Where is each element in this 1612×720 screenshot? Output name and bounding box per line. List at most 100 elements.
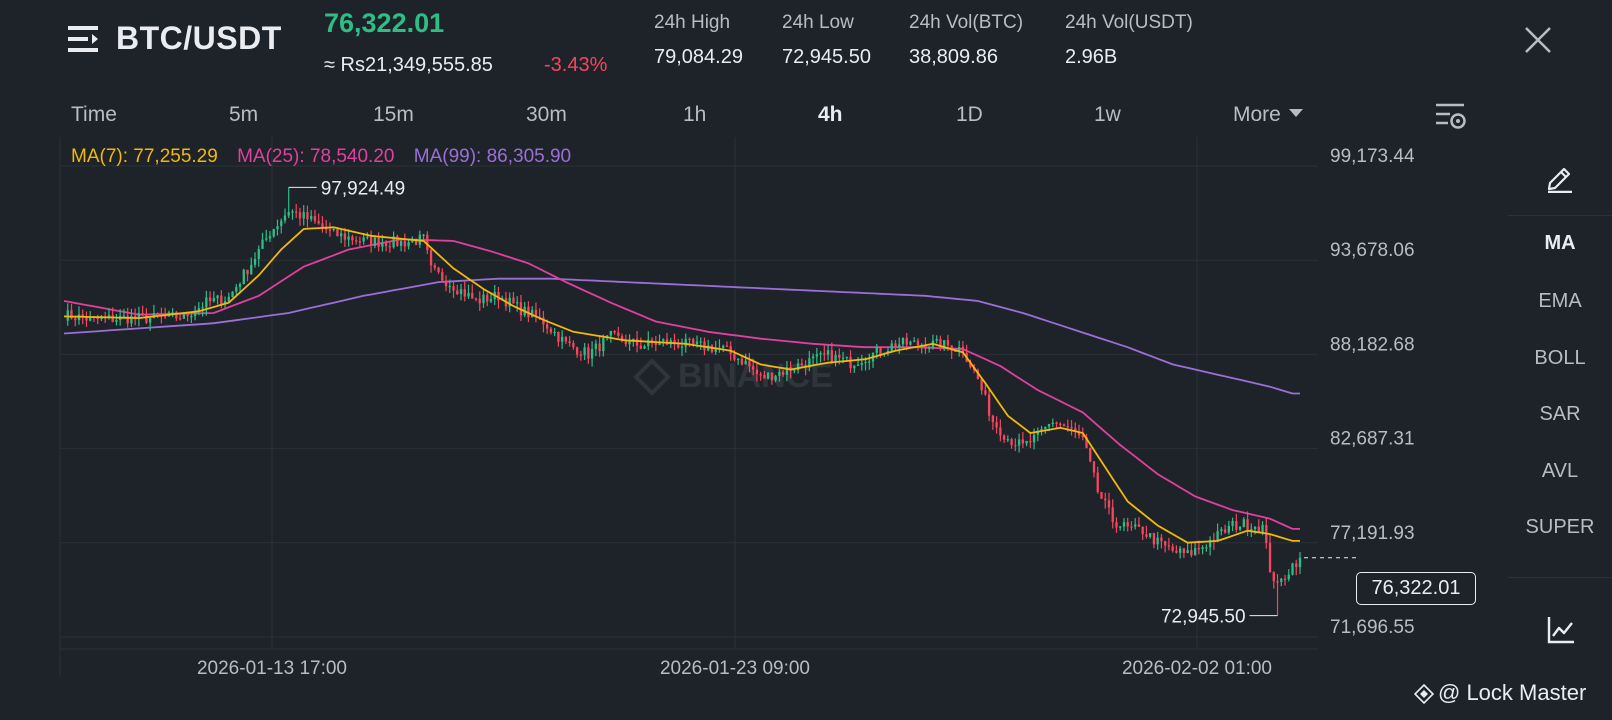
candle-body xyxy=(1074,428,1077,432)
candle-body xyxy=(1257,526,1260,533)
indicator-sar[interactable]: SAR xyxy=(1539,403,1581,425)
candle-body xyxy=(557,331,560,342)
candle-body xyxy=(358,241,362,243)
candle-body xyxy=(875,347,878,353)
indicator-chart-icon[interactable] xyxy=(1546,615,1576,645)
chart-canvas[interactable]: BINANCE 99,173.44 93,678.06 88,182.68 82,68… xyxy=(0,137,1500,700)
candle-body xyxy=(422,234,425,236)
tab-time[interactable]: Time xyxy=(71,103,117,126)
candle-body xyxy=(901,337,905,345)
candle-body xyxy=(340,233,343,237)
candle-body xyxy=(1167,545,1171,547)
candle-body xyxy=(70,310,73,319)
candle-body xyxy=(890,343,893,351)
candle-body xyxy=(122,315,126,317)
indicator-boll[interactable]: BOLL xyxy=(1534,347,1586,369)
candle-body xyxy=(448,285,451,288)
candle-body xyxy=(617,332,620,336)
chart-grid xyxy=(59,137,1318,677)
indicator-avl[interactable]: AVL xyxy=(1541,460,1579,482)
candle-body xyxy=(1223,529,1227,533)
indicator-super[interactable]: SUPER xyxy=(1525,516,1595,538)
last-price: 76,322.01 xyxy=(324,8,445,38)
candle-body xyxy=(403,241,406,247)
candle-body xyxy=(152,313,156,318)
stat-value: 72,945.50 xyxy=(782,46,871,68)
tab-1h[interactable]: 1h xyxy=(683,103,707,126)
candle-body xyxy=(909,341,912,345)
candle-body xyxy=(1291,563,1294,575)
close-icon[interactable] xyxy=(1522,24,1554,56)
candle-body xyxy=(366,236,369,238)
candle-body xyxy=(246,269,249,275)
stat-label: 24h Vol(BTC) xyxy=(909,12,1024,33)
time-tick-label: 2026-01-13 17:00 xyxy=(197,658,347,679)
candle-body xyxy=(778,371,781,376)
candle-body xyxy=(1040,428,1043,431)
candle-body xyxy=(171,312,174,314)
candle-body xyxy=(1096,472,1099,492)
candle-body xyxy=(796,363,800,371)
price-tick-label: 88,182.68 xyxy=(1330,334,1415,355)
candle-body xyxy=(486,294,489,302)
pencil-icon[interactable] xyxy=(1544,161,1576,193)
candle-body xyxy=(811,356,815,359)
candle-body xyxy=(280,220,283,227)
candle-body xyxy=(163,315,167,318)
candle-body xyxy=(534,309,538,317)
candle-body xyxy=(928,347,931,350)
stat-24h-vol-btc: 24h Vol(BTC) 38,809.86 xyxy=(909,12,1023,69)
candle-body xyxy=(1298,557,1302,568)
candle-body xyxy=(823,353,826,355)
candle-body xyxy=(441,272,444,281)
candle-body xyxy=(755,369,759,375)
candle-body xyxy=(1044,426,1047,429)
candle-body xyxy=(744,360,747,365)
indicator-ma[interactable]: MA xyxy=(1544,232,1576,254)
candle-body xyxy=(714,348,717,353)
menu-icon[interactable] xyxy=(68,22,102,56)
candle-body xyxy=(677,344,680,348)
tab-30m[interactable]: 30m xyxy=(526,103,567,126)
candle-body xyxy=(1025,440,1028,444)
chart-settings-icon[interactable] xyxy=(1434,100,1468,132)
candle-body xyxy=(1160,537,1163,542)
candle-body xyxy=(276,226,279,230)
candle-body xyxy=(190,315,193,318)
candle-body xyxy=(66,310,69,321)
candle-body xyxy=(1134,524,1137,527)
candle-body xyxy=(235,287,238,292)
candle-body xyxy=(939,338,942,350)
candle-body xyxy=(1066,426,1069,428)
candle-body xyxy=(568,341,571,343)
candle-body xyxy=(770,372,774,381)
candle-body xyxy=(295,211,298,213)
candle-body xyxy=(298,212,302,219)
candle-body xyxy=(587,347,590,359)
pair-title[interactable]: BTC/USDT xyxy=(116,20,282,56)
candle-body xyxy=(212,298,215,302)
tab-1d[interactable]: 1D xyxy=(956,103,983,126)
candle-body xyxy=(332,228,335,231)
candle-body xyxy=(347,236,350,240)
candle-body xyxy=(987,394,991,416)
tab-5m[interactable]: 5m xyxy=(229,103,259,126)
candle-body xyxy=(1197,548,1201,550)
price-tick-label: 77,191.93 xyxy=(1330,523,1415,544)
candle-body xyxy=(800,363,804,365)
candle-body xyxy=(860,363,863,365)
candle-body xyxy=(1280,578,1283,582)
candlestick-chart[interactable]: BINANCE 99,173.44 93,678.06 88,182.68 82,68… xyxy=(0,137,1500,700)
indicator-ema[interactable]: EMA xyxy=(1538,290,1582,312)
candle-body xyxy=(148,317,152,323)
tab-more[interactable]: More xyxy=(1233,103,1303,127)
tab-15m[interactable]: 15m xyxy=(373,103,414,126)
candle-body xyxy=(609,331,612,336)
tab-4h[interactable]: 4h xyxy=(818,103,843,126)
candle-body xyxy=(710,345,714,353)
candle-body xyxy=(853,365,856,369)
candle-body xyxy=(317,221,320,224)
chevron-down-icon xyxy=(1288,109,1303,118)
tab-1w[interactable]: 1w xyxy=(1094,103,1121,126)
candle-body xyxy=(572,342,575,348)
